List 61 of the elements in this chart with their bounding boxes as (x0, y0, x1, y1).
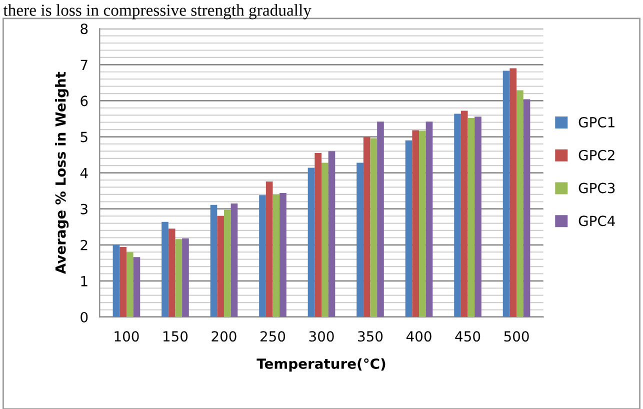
x-tick-label: 250 (260, 331, 286, 342)
bar (182, 238, 189, 317)
bar (308, 168, 315, 317)
bar (259, 195, 266, 317)
x-tick-label: 300 (309, 331, 334, 342)
y-tick-label: 7 (80, 60, 88, 70)
legend-label: GPC3 (578, 182, 615, 194)
bar (474, 116, 482, 317)
x-tick-label: 350 (358, 331, 383, 342)
bar (210, 204, 218, 317)
bar (328, 151, 336, 317)
bar (502, 70, 510, 317)
bar (322, 162, 328, 317)
bar (280, 192, 286, 317)
bar (468, 118, 475, 317)
bar (523, 99, 530, 317)
bar (363, 137, 370, 317)
y-tick-label: 4 (80, 168, 88, 178)
bar (224, 210, 231, 317)
bar (426, 122, 433, 317)
text: there is loss in compressive strength gradually (3, 4, 312, 20)
y-tick-label: 3 (80, 204, 88, 214)
y-tick-label: 1 (81, 276, 88, 286)
y-tick-label: 2 (80, 240, 88, 250)
bar (377, 122, 384, 317)
bar (510, 68, 517, 317)
x-tick-label: 500 (504, 331, 529, 342)
legend-label: GPC1 (578, 116, 614, 128)
bar (230, 203, 238, 317)
x-tick-label: 450 (455, 331, 480, 342)
bar (175, 239, 182, 317)
bar (266, 181, 273, 317)
y-axis-title: Average % Loss in Weight (55, 72, 69, 274)
y-tick-label: 6 (80, 96, 88, 106)
bar (419, 130, 426, 317)
bar (460, 110, 468, 317)
bar (217, 216, 224, 317)
bar (168, 228, 176, 317)
bar (120, 247, 126, 317)
bar (516, 90, 524, 317)
bar (356, 162, 364, 317)
bar (454, 114, 461, 317)
bar (162, 222, 168, 317)
bar (126, 252, 134, 317)
bar (314, 152, 322, 317)
x-axis-title: Temperature(°C) (256, 358, 386, 372)
y-tick-label: 8 (80, 24, 88, 34)
bar (370, 138, 378, 317)
legend-label: GPC4 (578, 216, 615, 226)
bar (405, 140, 412, 317)
bar (412, 130, 420, 317)
legend-label: GPC2 (578, 150, 614, 160)
bar (272, 194, 280, 317)
bar (112, 244, 120, 317)
y-tick-label: 5 (80, 132, 88, 142)
x-tick-label: 200 (212, 331, 236, 342)
x-tick-label: 150 (164, 331, 188, 342)
bar (133, 257, 140, 317)
y-tick-label: 0 (80, 312, 88, 322)
x-tick-label: 100 (114, 331, 139, 342)
x-tick-label: 400 (406, 331, 432, 342)
